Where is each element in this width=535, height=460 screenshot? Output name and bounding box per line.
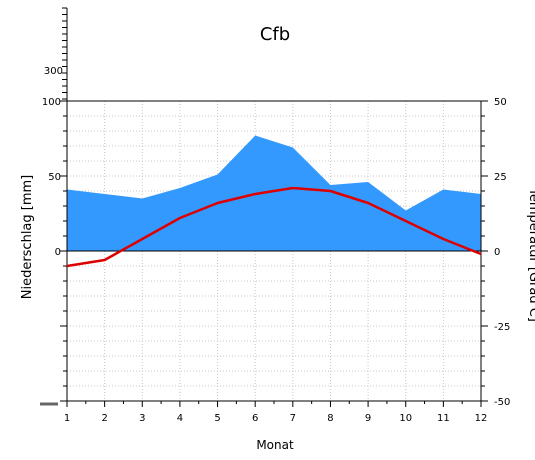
x-axis-tick-label: 1 — [64, 413, 70, 424]
x-axis-tick-label: 8 — [327, 413, 333, 424]
x-axis-tick-label: 11 — [437, 413, 450, 424]
x-axis-tick-label: 3 — [139, 413, 145, 424]
x-axis-tick-label: 5 — [214, 413, 220, 424]
x-axis-tick-label: 12 — [475, 413, 488, 424]
right-axis-label: Temperatur [Grad C] — [526, 187, 535, 322]
x-axis-tick-label: 2 — [101, 413, 107, 424]
x-axis-tick-label: 7 — [290, 413, 296, 424]
x-axis-tick-label: 10 — [399, 413, 412, 424]
x-axis-label: Monat — [256, 438, 294, 452]
right-axis-tick-label: -50 — [494, 397, 510, 408]
left-axis-tick-label: 50 — [48, 172, 61, 183]
x-axis-tick-label: 9 — [365, 413, 371, 424]
left-axis-tick-label: 100 — [42, 97, 61, 108]
chart-title: Cfb — [260, 24, 290, 45]
right-axis-tick-label: 50 — [494, 97, 507, 108]
right-axis-tick-label: -25 — [494, 322, 510, 333]
left-axis-label: Niederschlag [mm] — [20, 175, 35, 300]
right-axis-tick-label: 0 — [494, 247, 500, 258]
right-axis-tick-label: 25 — [494, 172, 507, 183]
x-axis-tick-label: 4 — [177, 413, 183, 424]
left-extension-label: 300 — [44, 66, 63, 77]
left-axis-tick-label: 0 — [55, 247, 61, 258]
x-axis-tick-label: 6 — [252, 413, 258, 424]
